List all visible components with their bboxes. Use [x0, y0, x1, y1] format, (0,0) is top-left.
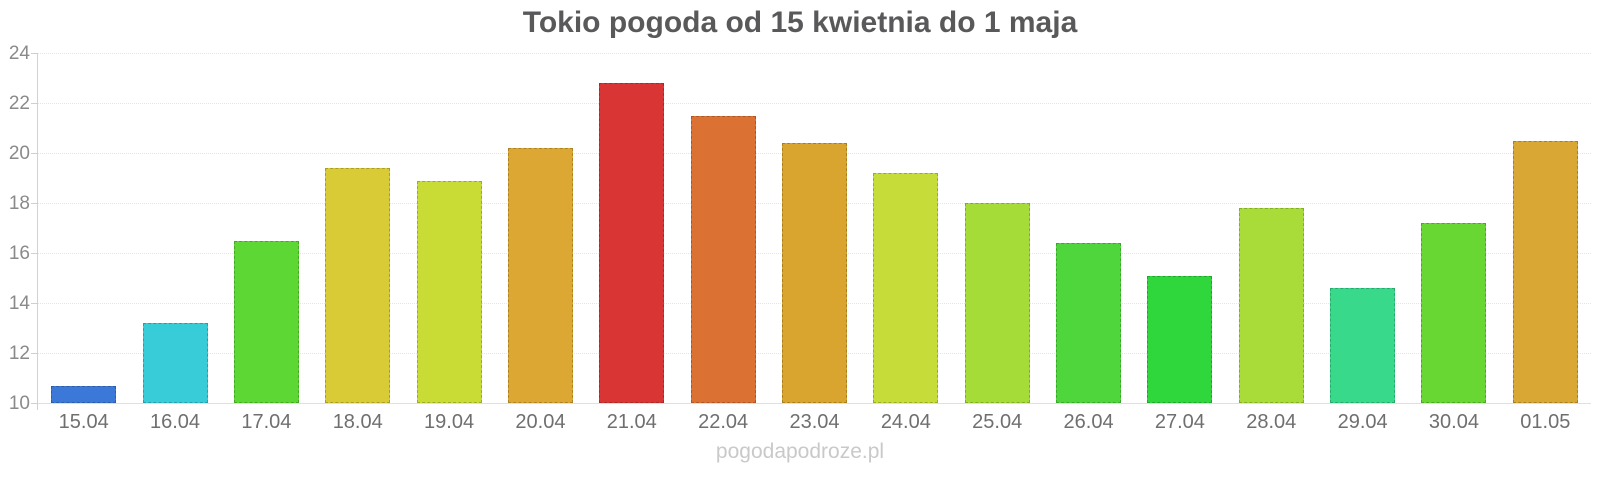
y-axis-label: 12	[8, 343, 30, 364]
bar-01.05[interactable]	[1512, 140, 1578, 403]
x-axis-label: 19.04	[424, 411, 475, 433]
y-axis-label: 20	[8, 143, 30, 164]
y-axis-tick	[31, 153, 38, 154]
x-axis-label: 18.04	[332, 411, 383, 433]
bar-18.04[interactable]	[325, 168, 391, 403]
bar-27.04[interactable]	[1147, 275, 1213, 403]
bar-29.04[interactable]	[1330, 288, 1396, 403]
y-axis-tick	[31, 203, 38, 204]
bar-22.04[interactable]	[690, 115, 756, 403]
x-axis-label: 20.04	[515, 411, 566, 433]
bar-26.04[interactable]	[1056, 243, 1122, 403]
x-axis-label: 30.04	[1428, 411, 1479, 433]
bar-19.04[interactable]	[416, 180, 482, 403]
y-axis-tick	[31, 303, 38, 304]
y-axis-tick	[31, 53, 38, 54]
x-axis-label: 17.04	[241, 411, 292, 433]
bar-15.04[interactable]	[51, 385, 117, 403]
x-axis-label: 01.05	[1520, 411, 1571, 433]
gridline-22	[38, 103, 1591, 104]
y-axis-label: 18	[8, 193, 30, 214]
chart-title: Tokio pogoda od 15 kwietnia do 1 maja	[522, 6, 1078, 39]
bar-28.04[interactable]	[1238, 208, 1304, 403]
x-axis-label: 24.04	[880, 411, 931, 433]
x-axis-label: 26.04	[1063, 411, 1114, 433]
bar-30.04[interactable]	[1421, 223, 1487, 403]
x-axis-label: 28.04	[1246, 411, 1297, 433]
y-axis-label: 14	[8, 293, 30, 314]
y-axis-tick	[31, 353, 38, 354]
bar-21.04[interactable]	[599, 83, 665, 403]
x-axis-label: 15.04	[58, 411, 109, 433]
y-axis-label: 24	[8, 43, 30, 64]
bar-16.04[interactable]	[142, 323, 208, 403]
gridline-24	[38, 53, 1591, 54]
gridline-10	[38, 403, 1591, 404]
x-axis-label: 21.04	[606, 411, 657, 433]
bar-17.04[interactable]	[233, 240, 299, 403]
y-axis-label: 10	[8, 393, 30, 414]
y-axis-tick	[31, 253, 38, 254]
y-axis-label: 22	[8, 93, 30, 114]
bar-23.04[interactable]	[782, 143, 847, 403]
y-axis-tick	[31, 403, 38, 404]
y-axis-label: 16	[8, 243, 30, 264]
watermark-text: pogodapodroze.pl	[715, 440, 885, 463]
x-axis-label: 29.04	[1337, 411, 1388, 433]
y-axis-tick	[31, 103, 38, 104]
bar-24.04[interactable]	[873, 173, 939, 403]
x-axis-label: 16.04	[149, 411, 201, 433]
x-axis-label: 23.04	[789, 411, 840, 433]
x-axis-label: 25.04	[972, 411, 1023, 433]
bar-20.04[interactable]	[507, 148, 573, 403]
y-axis-line	[37, 53, 38, 410]
bar-25.04[interactable]	[964, 203, 1030, 403]
x-axis-label: 27.04	[1154, 411, 1205, 433]
x-axis-label: 22.04	[698, 411, 749, 433]
